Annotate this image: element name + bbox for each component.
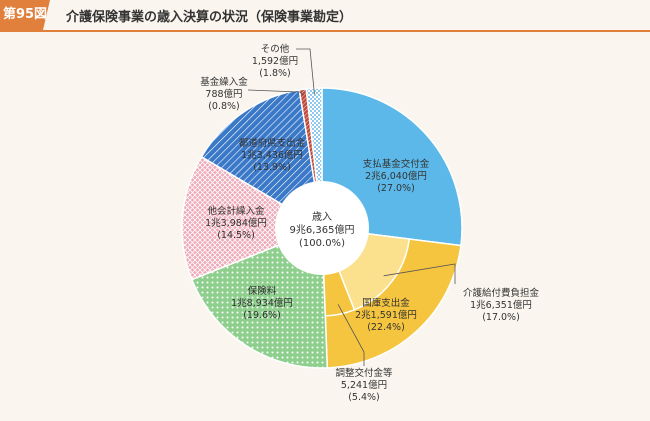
- leader-line-kaigo: [383, 263, 456, 284]
- slice-label-6-amount: 1,592億円: [252, 55, 298, 67]
- sub-label-1-name: 調整交付金等: [335, 367, 393, 379]
- slice-label-2-amount: 1兆8,934億円: [231, 297, 293, 309]
- leader-line-kikin: [247, 89, 304, 96]
- slice-label-0-percent: (27.0%): [377, 183, 415, 194]
- slice-label-1-name: 国庫支出金: [362, 297, 410, 309]
- leader-line-sonota: [296, 48, 315, 95]
- figure-header: 第95図 介護保険事業の歳入決算の状況（保険事業勘定）: [0, 0, 650, 34]
- center-hole: [275, 181, 369, 275]
- slice-label-0-amount: 2兆6,040億円: [365, 170, 427, 182]
- slice-label-3-name: 他会計繰入金: [207, 205, 265, 217]
- slice-label-1-percent: (22.4%): [367, 322, 405, 333]
- pie-slice-3: [181, 155, 324, 281]
- leader-line-chosei: [337, 304, 365, 366]
- center-amount: 9兆6,365億円: [290, 223, 355, 236]
- slice-label-4-name: 都道府県支出金: [239, 137, 306, 149]
- sub-label-0-amount: 1兆6,351億円: [470, 299, 532, 311]
- figure-title: 介護保険事業の歳入決算の状況（保険事業勘定）: [66, 10, 353, 25]
- slice-label-2-name: 保険料: [248, 285, 277, 297]
- sub-label-1-amount: 5,241億円: [341, 379, 387, 391]
- sub-label-0-percent: (17.0%): [482, 312, 520, 323]
- slice-label-3-percent: (14.5%): [217, 230, 255, 241]
- slice-label-1-amount: 2兆1,591億円: [355, 309, 417, 321]
- slice-label-5-name: 基金繰入金: [200, 76, 248, 88]
- slice-label-2-percent: (19.6%): [243, 310, 281, 321]
- slice-label-4-percent: (13.9%): [253, 162, 291, 173]
- slice-label-3-amount: 1兆3,984億円: [205, 217, 267, 229]
- figure-number-badge: 第95図: [0, 0, 50, 30]
- slice-label-6-name: その他: [261, 43, 290, 55]
- slice-label-6-percent: (1.8%): [259, 68, 291, 79]
- slice-label-5-percent: (0.8%): [208, 101, 240, 112]
- slice-label-5-amount: 788億円: [205, 88, 242, 100]
- header-rule: [0, 30, 650, 32]
- slice-label-0-name: 支払基金交付金: [363, 158, 430, 170]
- sub-label-0-name: 介護給付費負担金: [463, 287, 540, 299]
- slice-label-4-amount: 1兆3,436億円: [241, 149, 303, 161]
- center-label: 歳入: [312, 211, 332, 223]
- center-percent: (100.0%): [299, 238, 345, 249]
- sub-label-1-percent: (5.4%): [348, 392, 380, 403]
